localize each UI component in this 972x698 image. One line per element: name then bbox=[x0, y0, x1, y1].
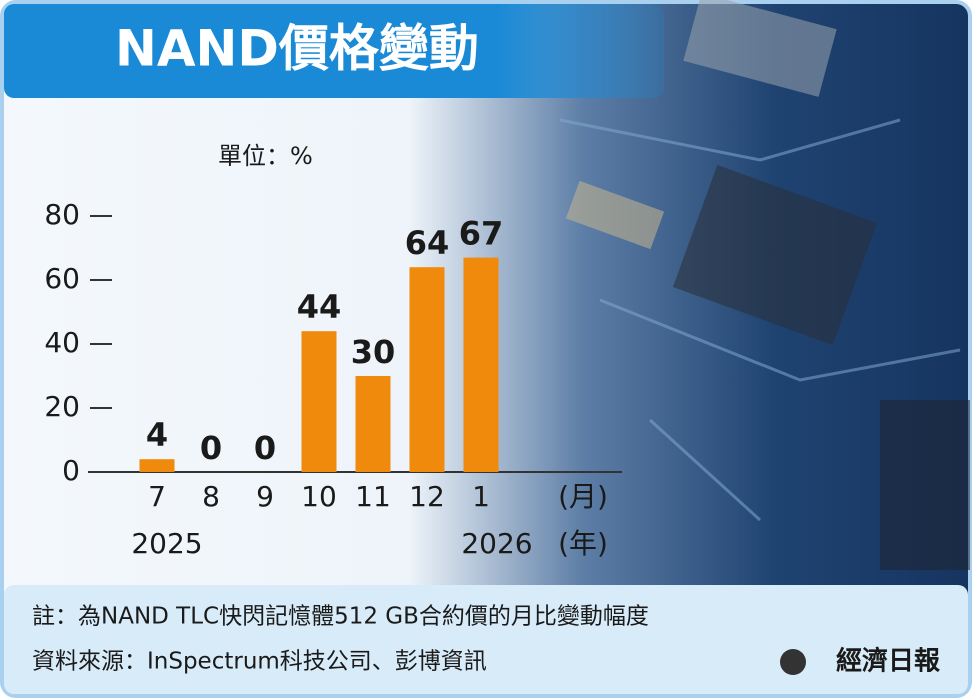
note: 註：為NAND TLC快閃記憶體512 GB合約價的月比變動幅度 bbox=[32, 604, 649, 630]
y-tick-label: 60 bbox=[44, 262, 80, 295]
value-label: 67 bbox=[459, 215, 504, 253]
x-axis-label: (月) bbox=[558, 480, 608, 513]
title-banner bbox=[4, 4, 664, 98]
bar bbox=[139, 459, 175, 472]
x-tick-label: 12 bbox=[409, 480, 445, 513]
x-tick-label: 11 bbox=[355, 480, 391, 513]
value-label: 44 bbox=[297, 288, 342, 326]
year-axis-label: (年) bbox=[558, 527, 608, 560]
bar bbox=[463, 257, 499, 472]
value-label: 4 bbox=[146, 416, 168, 454]
value-label: 0 bbox=[200, 429, 222, 467]
value-label: 30 bbox=[351, 333, 396, 371]
y-tick-label: 80 bbox=[44, 198, 80, 231]
unit-label: 單位：% bbox=[218, 142, 313, 170]
year-label: 2026 bbox=[461, 527, 532, 560]
y-tick-label: 20 bbox=[44, 390, 80, 423]
logo: 經濟日報 bbox=[836, 646, 941, 677]
y-tick-label: 40 bbox=[44, 326, 80, 359]
x-tick-label: 10 bbox=[301, 480, 337, 513]
circuit-decoration bbox=[559, 0, 970, 570]
bar bbox=[355, 376, 391, 472]
y-tick-label: 0 bbox=[62, 454, 80, 487]
chart-title: NAND價格變動 bbox=[115, 20, 479, 78]
bar bbox=[409, 267, 445, 472]
bar bbox=[301, 331, 337, 472]
x-tick-label: 9 bbox=[256, 480, 274, 513]
logo-icon bbox=[780, 649, 806, 675]
value-label: 0 bbox=[254, 429, 276, 467]
x-tick-label: 8 bbox=[202, 480, 220, 513]
x-tick-label: 1 bbox=[472, 480, 490, 513]
value-label: 64 bbox=[405, 224, 450, 262]
footer bbox=[4, 585, 968, 694]
x-tick-label: 7 bbox=[148, 480, 166, 513]
year-label: 2025 bbox=[131, 527, 202, 560]
source: 資料來源：InSpectrum科技公司、彭博資訊 bbox=[32, 649, 487, 675]
